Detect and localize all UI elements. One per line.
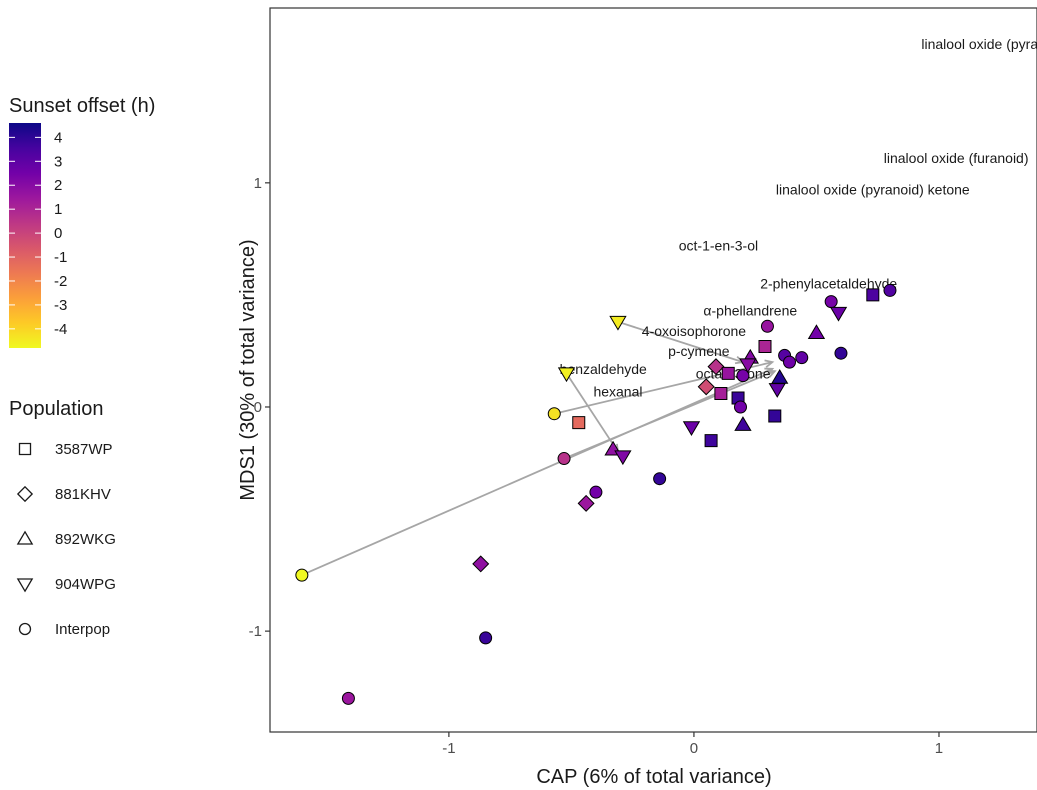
colorbar-tick-label: 2 — [54, 177, 62, 194]
colorbar — [9, 123, 41, 348]
population-legend-title: Population — [9, 398, 104, 420]
data-point-diamond — [707, 358, 725, 376]
vector-arrows — [301, 320, 777, 576]
data-point-circle — [547, 407, 561, 421]
legend-circle-icon — [18, 622, 32, 636]
population-legend-label: 892WKG — [55, 531, 116, 548]
x-axis: -1 0 1 — [442, 732, 943, 757]
colorbar-tick-label: 4 — [54, 129, 62, 146]
compound-label: oct-1-en-3-ol — [679, 238, 758, 254]
data-point-square — [704, 434, 718, 448]
vector-arrow-line — [617, 320, 744, 364]
compound-label: hexanal — [593, 383, 642, 399]
vector-arrow-head — [766, 369, 777, 378]
y-axis-title: MDS1 (30% of total variance) — [237, 239, 259, 500]
population-legend: 3587WP 881KHV 892WKG 904WPG Interpop — [16, 441, 116, 638]
y-axis: -1 0 1 — [249, 175, 270, 640]
data-point-triangle-up — [807, 324, 826, 339]
population-legend-label: 3587WP — [55, 441, 113, 458]
vector-arrow-line — [554, 361, 773, 415]
compound-label: 2-phenylacetaldehyde — [760, 276, 897, 292]
compound-label: linalool oxide (pyranoid) ketone — [776, 182, 970, 198]
x-tick-label: 0 — [690, 740, 698, 757]
x-axis-title: CAP (6% of total variance) — [536, 766, 771, 788]
data-point-circle — [557, 452, 571, 466]
data-point-circle — [760, 319, 774, 333]
data-point-circle — [341, 691, 355, 705]
legend-triangle-up-icon — [16, 530, 34, 545]
data-point-triangle-up — [734, 416, 752, 431]
legend-square-icon — [18, 442, 32, 456]
population-legend-label: Interpop — [55, 621, 110, 638]
data-point-triangle-down — [829, 306, 848, 322]
data-point-triangle-up — [771, 369, 789, 384]
compound-label: α-phellandrene — [703, 303, 797, 319]
data-point-circle — [883, 283, 897, 297]
colorbar-tick-label: -1 — [54, 249, 67, 266]
data-point-triangle-down — [609, 315, 627, 331]
vector-arrow-head — [764, 359, 775, 368]
legend-triangle-down-icon — [16, 578, 34, 593]
data-point-circle — [795, 351, 809, 365]
population-legend-label: 881KHV — [55, 486, 111, 503]
data-point-triangle-down — [557, 367, 576, 383]
data-point-diamond — [472, 555, 490, 573]
data-point-circle — [653, 472, 667, 486]
data-point-square — [866, 288, 880, 302]
compound-label: p-cymene — [668, 343, 730, 359]
data-point-circle — [479, 631, 493, 645]
data-point-square — [721, 366, 735, 380]
data-point-square — [768, 409, 782, 423]
data-point-triangle-down — [739, 358, 757, 374]
data-point-circle — [824, 295, 838, 309]
data-point-circle — [589, 485, 603, 499]
x-tick-label: 1 — [935, 740, 943, 757]
data-point-circle — [733, 400, 747, 414]
data-point-diamond — [697, 378, 715, 396]
y-tick-label: 0 — [254, 399, 262, 416]
data-point-diamond — [577, 494, 595, 512]
compound-labels: linalool oxide (pyranoid) linalool oxide … — [560, 36, 1037, 399]
compound-label: 4-oxoisophorone — [642, 323, 747, 339]
data-point-triangle-down — [682, 421, 701, 436]
data-point-circle — [783, 355, 797, 369]
colorbar-tick-label: -2 — [54, 273, 67, 290]
data-point-square — [758, 339, 772, 353]
y-tick-label: 1 — [254, 175, 262, 192]
data-point-triangle-down — [614, 450, 632, 466]
vector-arrow-line — [563, 370, 776, 460]
data-point-square — [572, 416, 586, 430]
legend-diamond-icon — [16, 485, 34, 503]
data-point-circle — [736, 369, 750, 383]
data-point-circle — [295, 568, 309, 582]
compound-label: linalool oxide (pyranoid) — [921, 36, 1037, 52]
plot-panel — [269, 7, 1037, 733]
colorbar-tick-label: -3 — [54, 297, 67, 314]
compound-label: benzaldehyde — [560, 361, 647, 377]
data-point-square — [714, 387, 728, 401]
compound-label: linalool oxide (furanoid) — [884, 150, 1029, 166]
colorbar-legend-title: Sunset offset (h) — [9, 95, 155, 117]
y-tick-label: -1 — [249, 623, 262, 640]
colorbar-tick-label: 3 — [54, 153, 62, 170]
vector-arrow-line — [565, 372, 619, 453]
population-legend-label: 904WPG — [55, 576, 116, 593]
colorbar-tick-label: 0 — [54, 225, 62, 242]
data-point-circle — [834, 346, 848, 360]
colorbar-tick-label: 1 — [54, 201, 62, 218]
colorbar-ticks: 4 3 2 1 0 -1 -2 -3 -4 — [9, 129, 67, 338]
vector-arrow-line — [301, 368, 773, 576]
colorbar-tick-label: -4 — [54, 321, 67, 338]
sample-points — [295, 283, 897, 705]
x-tick-label: -1 — [442, 740, 455, 757]
